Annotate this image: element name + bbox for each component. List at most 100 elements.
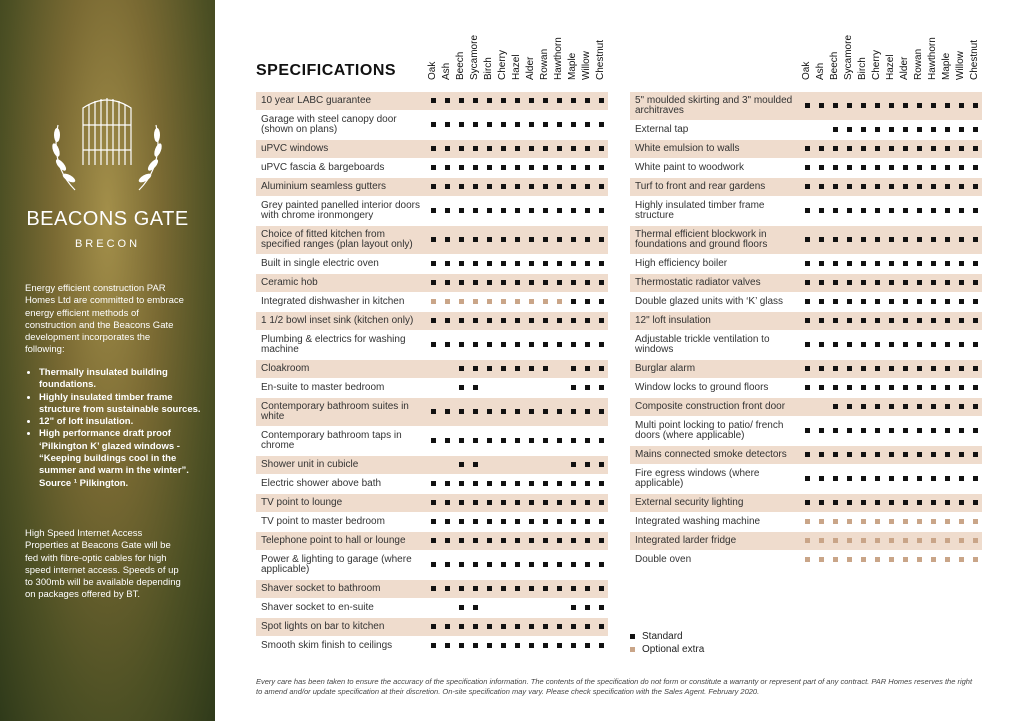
spec-row: 1 1/2 bowl inset sink (kitchen only): [256, 311, 608, 331]
spec-cell: [566, 617, 580, 637]
spec-cell: [454, 359, 468, 379]
standard-mark: [930, 427, 936, 433]
column-headers: Oak Ash Beech Sycamore Birch Cherry Hazel Alder…: [426, 22, 608, 80]
standard-mark: [486, 518, 492, 524]
standard-mark: [430, 164, 436, 170]
spec-cell: [814, 121, 828, 140]
standard-mark: [944, 102, 950, 108]
standard-mark: [542, 499, 548, 505]
standard-mark: [570, 317, 576, 323]
standard-mark: [458, 97, 464, 103]
spec-label: uPVC windows: [256, 139, 426, 159]
spec-row: White paint to woodwork: [630, 159, 982, 178]
standard-mark: [818, 102, 824, 108]
standard-mark: [570, 207, 576, 213]
spec-cell: [482, 273, 496, 293]
spec-row: Contemporary bathroom taps in chrome: [256, 427, 608, 456]
standard-mark: [846, 126, 852, 132]
standard-mark: [832, 183, 838, 189]
spec-label: Integrated washing machine: [635, 516, 761, 527]
standard-mark: [486, 236, 492, 242]
spec-cell: [856, 273, 870, 293]
spec-cell: [594, 397, 608, 427]
standard-mark: [874, 384, 880, 390]
spec-cell: [482, 599, 496, 618]
column-header: Willow: [581, 51, 592, 80]
standard-mark: [944, 341, 950, 347]
standard-mark: [556, 236, 562, 242]
spec-row: Turf to front and rear gardens: [630, 177, 982, 197]
spec-cell: [482, 359, 496, 379]
spec-cell: [870, 293, 884, 312]
spec-cell: [898, 159, 912, 178]
standard-mark: [598, 121, 604, 127]
standard-mark: [542, 145, 548, 151]
standard-mark: [458, 183, 464, 189]
spec-cell: [468, 427, 482, 456]
standard-mark: [972, 164, 978, 170]
spec-label: 5" moulded skirting and 3" moulded archi…: [630, 92, 800, 121]
spec-cell: [580, 177, 594, 197]
standard-mark: [958, 102, 964, 108]
column-header: Willow: [955, 51, 966, 80]
spec-cell: [482, 311, 496, 331]
column-header: Cherry: [871, 49, 882, 80]
spec-cell: [898, 311, 912, 331]
spec-cell: [552, 617, 566, 637]
standard-mark: [444, 585, 450, 591]
spec-cell: [828, 397, 842, 417]
spec-cell: [800, 139, 814, 159]
standard-mark: [972, 207, 978, 213]
standard-mark: [486, 317, 492, 323]
spec-row: Smooth skim finish to ceilings: [256, 637, 608, 656]
spec-cell: [870, 551, 884, 570]
standard-mark: [598, 585, 604, 591]
spec-cell: [594, 617, 608, 637]
spec-cell: [496, 493, 510, 513]
spec-cell: [940, 92, 954, 121]
spec-row: Shower unit in cubicle: [256, 455, 608, 475]
spec-cell: [828, 121, 842, 140]
standard-mark: [888, 499, 894, 505]
standard-mark: [570, 537, 576, 543]
standard-mark: [860, 260, 866, 266]
spec-cell: [870, 397, 884, 417]
column-header: Cherry: [497, 49, 508, 80]
standard-mark: [944, 145, 950, 151]
spec-cell: [538, 579, 552, 599]
spec-cell: [814, 311, 828, 331]
spec-cell: [926, 225, 940, 255]
spec-cell: [898, 177, 912, 197]
spec-cell: [968, 255, 982, 274]
optional-mark: [556, 298, 562, 304]
standard-mark: [972, 145, 978, 151]
spec-cell: [510, 92, 524, 111]
standard-mark: [902, 365, 908, 371]
spec-cell: [524, 379, 538, 398]
spec-cell: [870, 139, 884, 159]
standard-mark: [804, 145, 810, 151]
spec-cell: [524, 111, 538, 140]
standard-mark: [860, 365, 866, 371]
spec-cell: [482, 427, 496, 456]
standard-mark: [598, 279, 604, 285]
spec-label: Contemporary bathroom taps in chrome: [261, 430, 402, 451]
spec-cell: [828, 311, 842, 331]
spec-cell: [580, 92, 594, 111]
spec-cell: [940, 121, 954, 140]
spec-cell: [440, 531, 454, 551]
standard-mark: [598, 236, 604, 242]
spec-cell: [524, 311, 538, 331]
spec-cell: [566, 531, 580, 551]
standard-mark: [860, 102, 866, 108]
optional-mark: [958, 537, 964, 543]
standard-mark: [888, 403, 894, 409]
spec-cell: [842, 139, 856, 159]
spec-cell: [870, 92, 884, 121]
standard-mark: [570, 279, 576, 285]
standard-mark: [832, 279, 838, 285]
spec-cell: [898, 379, 912, 398]
standard-mark: [556, 341, 562, 347]
spec-cell: [940, 331, 954, 360]
standard-mark: [500, 408, 506, 414]
